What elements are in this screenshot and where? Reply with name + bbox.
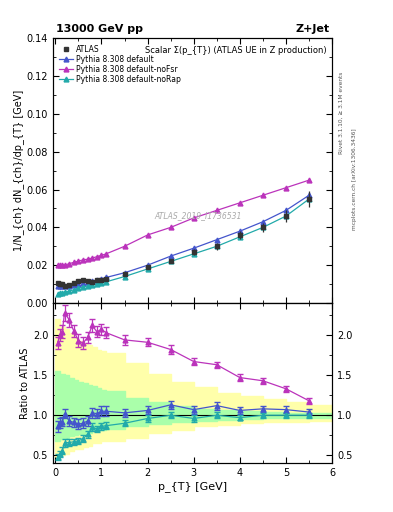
Text: 13000 GeV pp: 13000 GeV pp xyxy=(56,25,143,34)
Text: Rivet 3.1.10, ≥ 3.1M events: Rivet 3.1.10, ≥ 3.1M events xyxy=(339,72,344,154)
Y-axis label: 1/N_{ch} dN_{ch}/dp_{T} [GeV]: 1/N_{ch} dN_{ch}/dp_{T} [GeV] xyxy=(13,90,24,251)
Legend: ATLAS, Pythia 8.308 default, Pythia 8.308 default-noFsr, Pythia 8.308 default-no: ATLAS, Pythia 8.308 default, Pythia 8.30… xyxy=(57,42,183,86)
X-axis label: p_{T} [GeV]: p_{T} [GeV] xyxy=(158,481,227,492)
Text: ATLAS_2019_I1736531: ATLAS_2019_I1736531 xyxy=(154,211,242,220)
Text: Scalar Σ(p_{T}) (ATLAS UE in Z production): Scalar Σ(p_{T}) (ATLAS UE in Z productio… xyxy=(145,47,327,55)
Text: mcplots.cern.ch [arXiv:1306.3436]: mcplots.cern.ch [arXiv:1306.3436] xyxy=(352,129,357,230)
Text: Z+Jet: Z+Jet xyxy=(295,25,329,34)
Y-axis label: Ratio to ATLAS: Ratio to ATLAS xyxy=(20,348,30,419)
